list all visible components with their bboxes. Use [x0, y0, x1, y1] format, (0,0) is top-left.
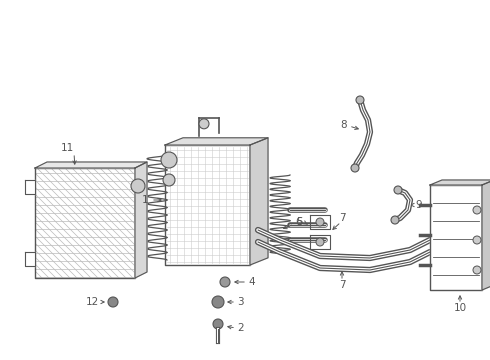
Polygon shape [25, 180, 35, 194]
Text: 4: 4 [248, 277, 255, 287]
Polygon shape [135, 162, 147, 278]
Circle shape [316, 238, 324, 246]
Text: 7: 7 [339, 213, 345, 223]
Circle shape [163, 174, 175, 186]
Polygon shape [250, 138, 268, 265]
Text: 7: 7 [339, 280, 345, 290]
Polygon shape [35, 162, 147, 168]
Polygon shape [25, 252, 35, 266]
Circle shape [394, 186, 402, 194]
Polygon shape [165, 145, 250, 265]
Polygon shape [35, 168, 135, 278]
Text: 8: 8 [341, 120, 347, 130]
Circle shape [351, 164, 359, 172]
Circle shape [161, 152, 177, 168]
Circle shape [213, 319, 223, 329]
Circle shape [131, 179, 145, 193]
Text: 6: 6 [295, 217, 302, 227]
Circle shape [108, 297, 118, 307]
Text: 5: 5 [296, 217, 303, 227]
Circle shape [212, 296, 224, 308]
Text: 10: 10 [453, 303, 466, 313]
Text: 9: 9 [415, 200, 421, 210]
Circle shape [473, 206, 481, 214]
Circle shape [473, 236, 481, 244]
Circle shape [199, 119, 209, 129]
Polygon shape [165, 145, 250, 265]
Polygon shape [430, 185, 482, 290]
Polygon shape [430, 180, 490, 185]
Text: 11: 11 [60, 143, 74, 153]
Circle shape [473, 266, 481, 274]
Circle shape [316, 218, 324, 226]
Text: 2: 2 [237, 323, 244, 333]
Polygon shape [35, 168, 135, 278]
Circle shape [391, 216, 399, 224]
Polygon shape [482, 180, 490, 290]
Circle shape [220, 277, 230, 287]
Text: 3: 3 [237, 297, 244, 307]
Polygon shape [165, 138, 268, 145]
Text: 12: 12 [85, 297, 98, 307]
Text: 1: 1 [142, 195, 148, 205]
Circle shape [356, 96, 364, 104]
